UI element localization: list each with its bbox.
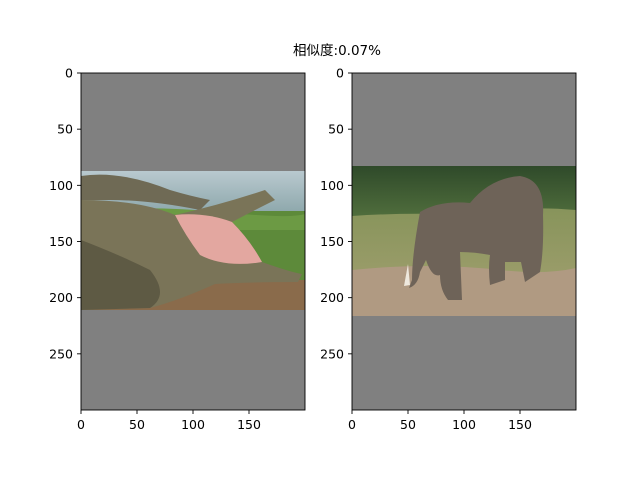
x-tick-label: 150 [237, 417, 261, 432]
suptitle: 相似度:0.07% [293, 43, 381, 59]
y-tick-label: 200 [49, 290, 73, 305]
x-tick-label: 0 [348, 417, 356, 432]
y-tick-label: 250 [320, 346, 344, 361]
crocodile-image [81, 171, 305, 310]
x-tick-label: 100 [452, 417, 476, 432]
axes-right: 0 50 100 150 0 50 100 150 200 250 [320, 66, 577, 433]
ticks: 0 50 100 150 0 50 100 150 200 250 [320, 66, 532, 433]
x-tick-label: 150 [508, 417, 532, 432]
y-tick-label: 100 [49, 178, 73, 193]
elephant-image [352, 166, 576, 316]
y-tick-label: 0 [336, 66, 344, 81]
x-tick-label: 100 [181, 417, 205, 432]
y-tick-label: 0 [65, 66, 73, 81]
y-tick-label: 100 [320, 178, 344, 193]
x-tick-label: 50 [400, 417, 416, 432]
y-tick-label: 200 [320, 290, 344, 305]
axes-left: 0 50 100 150 0 50 100 150 200 250 [49, 66, 306, 433]
x-tick-label: 50 [129, 417, 145, 432]
y-tick-label: 150 [49, 234, 73, 249]
y-tick-label: 150 [320, 234, 344, 249]
x-tick-label: 0 [77, 417, 85, 432]
ticks: 0 50 100 150 0 50 100 150 200 250 [49, 66, 261, 433]
y-tick-label: 250 [49, 346, 73, 361]
y-tick-label: 50 [328, 122, 344, 137]
y-tick-label: 50 [57, 122, 73, 137]
